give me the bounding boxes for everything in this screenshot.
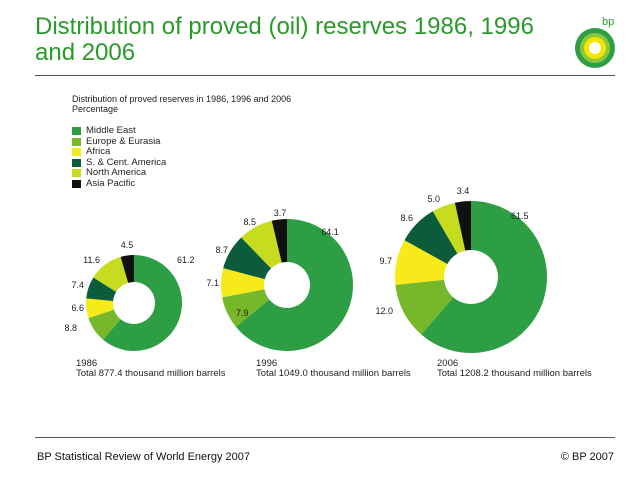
donut-slice-1986-middle-east bbox=[103, 255, 182, 351]
data-label-1996-4: 8.5 bbox=[243, 217, 256, 227]
donut-slice-1986-north-america bbox=[93, 256, 129, 292]
legend-item-europe-eurasia: Europe & Eurasia bbox=[72, 135, 166, 148]
donut-slice-1986-europe-eurasia bbox=[88, 309, 121, 340]
legend-swatch bbox=[72, 169, 81, 178]
donut-slice-1986-africa bbox=[85, 298, 115, 319]
data-label-1996-5: 3.7 bbox=[274, 208, 287, 218]
legend-swatch bbox=[72, 127, 81, 136]
chart-total-1986: Total 877.4 thousand million barrels bbox=[76, 368, 226, 379]
footer-divider bbox=[35, 437, 615, 438]
bp-logo: bp bbox=[575, 16, 615, 68]
legend-label: Europe & Eurasia bbox=[86, 135, 161, 147]
legend: Middle East Europe & Eurasia Africa S. &… bbox=[72, 125, 167, 190]
legend-label: Africa bbox=[86, 146, 111, 157]
donut-slice-1986-s-cent-america bbox=[86, 277, 117, 301]
data-label-1996-0: 64.1 bbox=[321, 227, 339, 237]
donut-slice-2006-north-america bbox=[432, 202, 466, 254]
legend-swatch bbox=[72, 158, 81, 167]
donut-slice-1996-africa bbox=[221, 268, 265, 298]
data-label-1986-5: 4.5 bbox=[121, 240, 134, 250]
chart-total-1996: Total 1049.0 thousand million barrels bbox=[256, 368, 411, 379]
data-label-1996-1: 7.9 bbox=[236, 308, 249, 318]
legend-item-north-america: North America bbox=[72, 167, 166, 179]
data-label-1986-3: 7.4 bbox=[71, 280, 84, 290]
donut-slice-2006-middle-east bbox=[421, 201, 547, 353]
donut-slice-2006-s-cent-america bbox=[404, 211, 458, 264]
donut-slice-1986-asia-pacific bbox=[120, 255, 134, 283]
data-label-2006-3: 8.6 bbox=[400, 213, 413, 223]
legend-item-asia-pacific: Asia Pacific bbox=[72, 177, 166, 190]
data-label-1996-3: 8.7 bbox=[215, 245, 228, 255]
donut-slice-1996-north-america bbox=[241, 220, 282, 269]
chart-year-1986: 1986 bbox=[76, 358, 98, 369]
footer-source: BP Statistical Review of World Energy 20… bbox=[37, 451, 250, 463]
chart-year-1996: 1996 bbox=[256, 358, 278, 369]
donut-slice-2006-europe-eurasia bbox=[395, 279, 454, 335]
data-label-1986-0: 61.2 bbox=[177, 255, 195, 265]
title-divider bbox=[35, 75, 615, 76]
legend-label: North America bbox=[86, 167, 147, 178]
donut-slice-2006-africa bbox=[395, 240, 448, 285]
legend-label: Asia Pacific bbox=[86, 177, 136, 189]
legend-label: Middle East bbox=[86, 125, 136, 136]
legend-item-s-cent-america: S. & Cent. America bbox=[72, 156, 167, 169]
data-label-2006-5: 3.4 bbox=[457, 186, 470, 196]
legend-item-middle-east: Middle East bbox=[72, 125, 166, 137]
data-label-2006-1: 12.0 bbox=[375, 306, 393, 316]
data-label-2006-0: 61.5 bbox=[511, 211, 529, 221]
data-label-1996-2: 7.1 bbox=[206, 278, 219, 288]
legend-swatch bbox=[72, 179, 81, 188]
donut-slice-1996-middle-east bbox=[235, 219, 353, 351]
donut-slice-2006-asia-pacific bbox=[454, 201, 471, 251]
data-label-1986-4: 11.6 bbox=[83, 255, 100, 265]
legend-swatch bbox=[72, 148, 81, 157]
donut-slice-1996-europe-eurasia bbox=[222, 289, 270, 327]
chart-subtitle: Percentage bbox=[72, 104, 119, 114]
slide-title: Distribution of proved (oil) reserves 19… bbox=[35, 13, 534, 66]
data-label-1986-1: 8.8 bbox=[64, 323, 77, 333]
donut-slice-1996-s-cent-america bbox=[223, 237, 272, 280]
legend-swatch bbox=[72, 137, 81, 146]
data-label-1986-2: 6.6 bbox=[71, 303, 84, 313]
donut-slice-1996-asia-pacific bbox=[271, 219, 287, 263]
legend-label: S. & Cent. America bbox=[86, 156, 167, 168]
chart-year-2006: 2006 bbox=[437, 358, 459, 369]
data-label-2006-4: 5.0 bbox=[427, 194, 440, 204]
legend-item-africa: Africa bbox=[72, 146, 166, 158]
chart-title: Distribution of proved reserves in 1986,… bbox=[72, 94, 292, 104]
helios-icon bbox=[575, 28, 615, 68]
footer-copyright: © BP 2007 bbox=[560, 451, 614, 463]
chart-total-2006: Total 1208.2 thousand million barrels bbox=[437, 368, 592, 379]
bp-logo-text: bp bbox=[602, 16, 614, 28]
data-label-2006-2: 9.7 bbox=[379, 256, 392, 266]
